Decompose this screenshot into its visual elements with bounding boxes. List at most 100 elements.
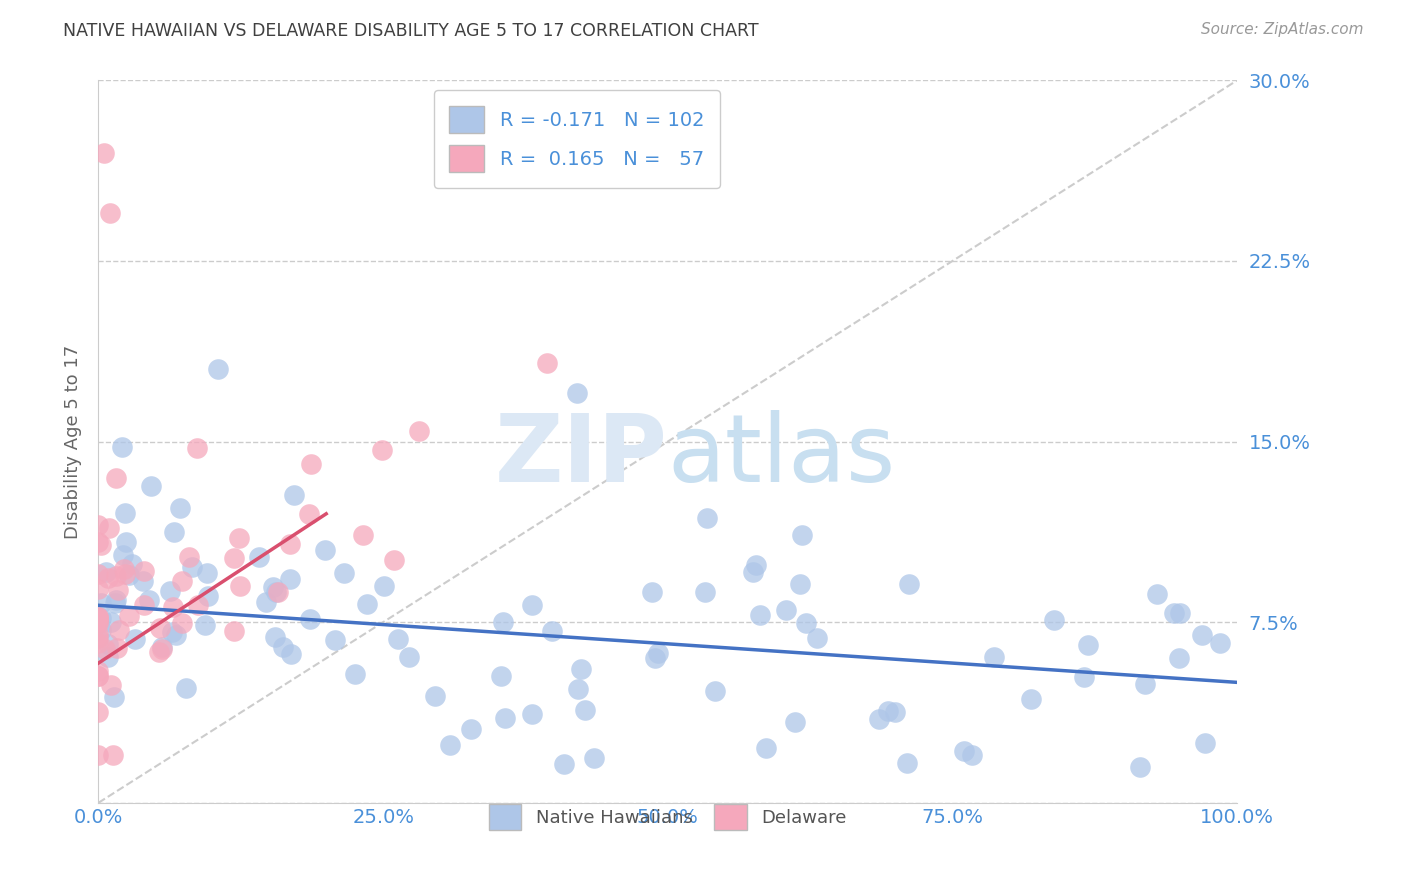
- Point: [249, 550, 271, 565]
- Point: [187, 598, 209, 612]
- Point: [1073, 670, 1095, 684]
- Point: [103, 690, 125, 704]
- Point: [264, 585, 287, 599]
- Point: [569, 662, 592, 676]
- Point: [583, 751, 606, 765]
- Point: [90, 596, 112, 610]
- Point: [90, 538, 112, 552]
- Point: [160, 625, 183, 640]
- Point: [1191, 628, 1213, 642]
- Point: [522, 707, 544, 722]
- Point: [704, 683, 727, 698]
- Point: [87, 582, 110, 596]
- Point: [373, 579, 395, 593]
- Point: [1209, 636, 1232, 650]
- Point: [194, 618, 217, 632]
- Point: [87, 609, 110, 624]
- Point: [87, 636, 110, 650]
- Point: [87, 615, 110, 630]
- Point: [224, 624, 246, 638]
- Point: [387, 632, 409, 647]
- Point: [121, 557, 143, 571]
- Point: [90, 623, 112, 637]
- Point: [132, 574, 155, 589]
- Point: [87, 518, 110, 533]
- Point: [97, 650, 120, 665]
- Y-axis label: Disability Age 5 to 17: Disability Age 5 to 17: [63, 344, 82, 539]
- Point: [278, 572, 301, 586]
- Point: [224, 551, 246, 566]
- Point: [696, 510, 718, 524]
- Point: [104, 593, 127, 607]
- Point: [177, 549, 200, 564]
- Point: [87, 747, 110, 762]
- Point: [962, 748, 984, 763]
- Point: [1194, 736, 1216, 750]
- Point: [90, 611, 112, 625]
- Point: [132, 598, 155, 612]
- Point: [1129, 760, 1152, 774]
- Point: [883, 705, 905, 719]
- Point: [1021, 692, 1043, 706]
- Point: [114, 506, 136, 520]
- Point: [278, 537, 301, 551]
- Point: [266, 585, 288, 599]
- Point: [299, 612, 322, 626]
- Point: [148, 644, 170, 658]
- Text: ZIP: ZIP: [495, 410, 668, 502]
- Point: [87, 705, 110, 719]
- Point: [112, 562, 135, 576]
- Point: [695, 584, 717, 599]
- Point: [494, 711, 516, 725]
- Point: [87, 566, 110, 581]
- Point: [460, 723, 482, 737]
- Point: [87, 627, 110, 641]
- Point: [792, 527, 814, 541]
- Point: [492, 615, 515, 629]
- Point: [314, 542, 336, 557]
- Point: [423, 689, 446, 703]
- Point: [94, 566, 117, 580]
- Point: [114, 566, 136, 581]
- Point: [124, 632, 146, 647]
- Point: [159, 584, 181, 599]
- Point: [352, 528, 374, 542]
- Point: [172, 574, 194, 589]
- Point: [139, 479, 162, 493]
- Text: atlas: atlas: [668, 410, 896, 502]
- Point: [647, 646, 669, 660]
- Point: [382, 552, 405, 566]
- Point: [87, 665, 110, 679]
- Point: [742, 565, 765, 579]
- Point: [87, 631, 110, 645]
- Point: [408, 424, 430, 438]
- Point: [169, 500, 191, 515]
- Point: [149, 621, 172, 635]
- Point: [87, 612, 110, 626]
- Point: [165, 628, 187, 642]
- Point: [134, 564, 156, 578]
- Point: [356, 597, 378, 611]
- Point: [229, 579, 252, 593]
- Point: [87, 535, 110, 549]
- Point: [896, 756, 918, 770]
- Point: [87, 669, 110, 683]
- Point: [107, 582, 129, 597]
- Point: [1077, 638, 1099, 652]
- Point: [118, 609, 141, 624]
- Point: [87, 669, 110, 683]
- Point: [344, 667, 367, 681]
- Point: [150, 642, 173, 657]
- Point: [1043, 613, 1066, 627]
- Point: [100, 678, 122, 692]
- Point: [794, 615, 817, 630]
- Point: [163, 525, 186, 540]
- Point: [97, 571, 120, 585]
- Point: [755, 741, 778, 756]
- Point: [118, 568, 141, 582]
- Point: [868, 712, 890, 726]
- Point: [97, 520, 120, 534]
- Point: [1146, 587, 1168, 601]
- Point: [104, 471, 127, 485]
- Text: Source: ZipAtlas.com: Source: ZipAtlas.com: [1201, 22, 1364, 37]
